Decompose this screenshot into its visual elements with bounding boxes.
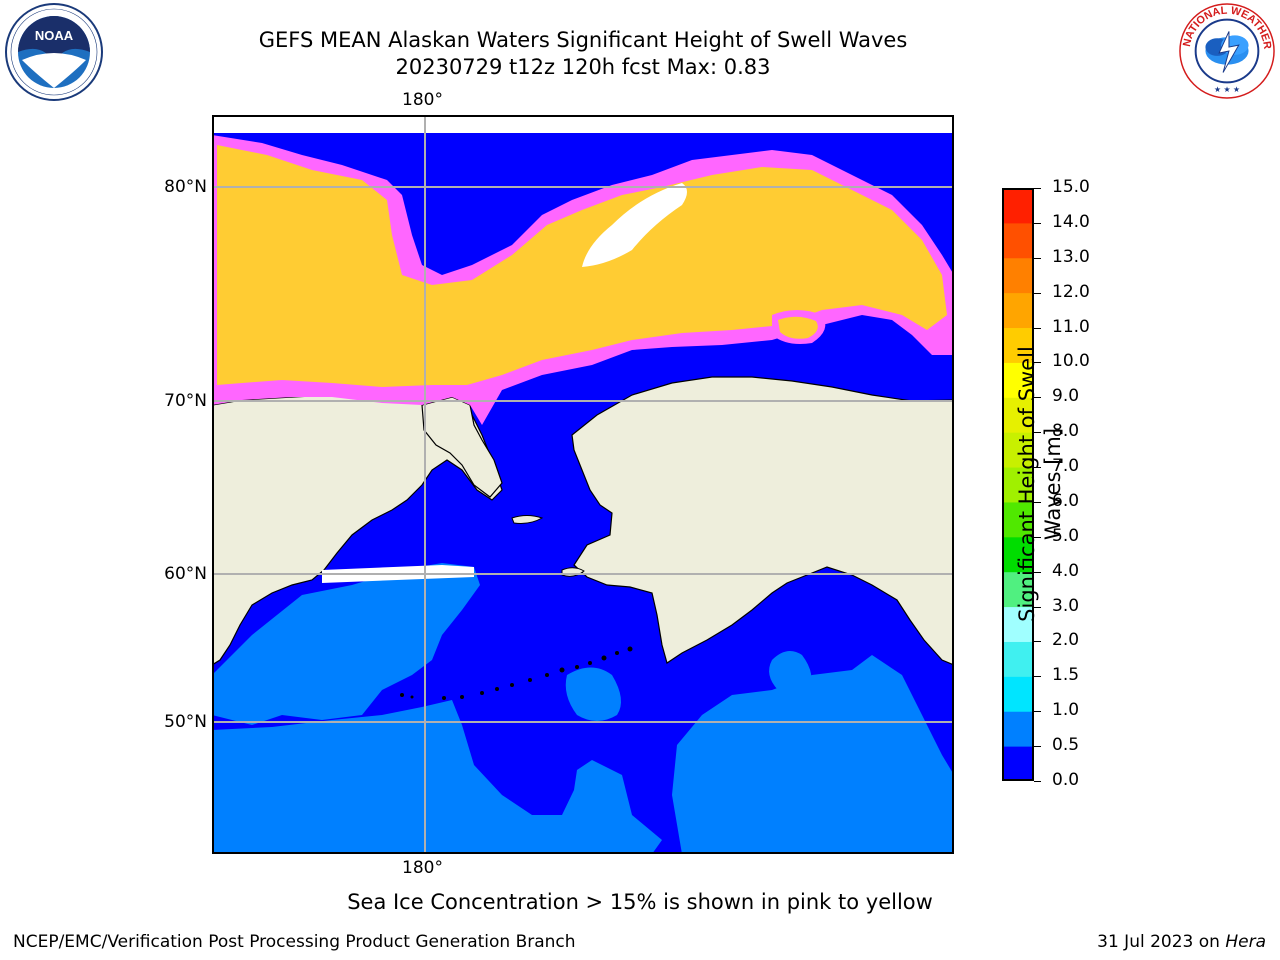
colorbar-tick-label: 4.0 <box>1052 560 1080 581</box>
colorbar-tick-label: 3.0 <box>1052 595 1080 616</box>
swell-patch-south-west <box>212 700 662 854</box>
swell-patch-west <box>212 563 480 725</box>
colorbar-tick-label: 13.0 <box>1052 246 1090 267</box>
colorbar-tick-label: 1.5 <box>1052 665 1080 686</box>
colorbar-tick-mark <box>1034 327 1041 329</box>
colorbar-tick-mark <box>1034 606 1041 608</box>
lat-label-70: 70°N <box>164 391 207 411</box>
colorbar-bin <box>1002 362 1034 398</box>
lat-label-80: 80°N <box>164 177 207 197</box>
footer-date: 31 Jul 2023 on <box>1097 932 1220 952</box>
colorbar-bin <box>1002 222 1034 259</box>
alaska-landmass <box>571 376 954 666</box>
colorbar-bin <box>1002 257 1034 294</box>
colorbar-bin <box>1002 606 1034 642</box>
colorbar-tick-label: 15.0 <box>1052 177 1090 197</box>
colorbar-bin <box>1002 467 1034 503</box>
colorbar-tick-mark <box>1034 188 1041 189</box>
colorbar-tick-label: 1.0 <box>1052 700 1080 721</box>
colorbar-tick-mark <box>1034 467 1041 469</box>
colorbar-tick-mark <box>1034 397 1041 399</box>
colorbar-tick-label: 5.0 <box>1052 525 1080 546</box>
st-lawrence-island <box>511 515 544 524</box>
colorbar-bin <box>1002 327 1034 363</box>
chart-subtitle: 20230729 t12z 120h fcst Max: 0.83 <box>395 55 771 79</box>
no-data-strip-top <box>212 115 954 133</box>
map-frame <box>212 115 954 854</box>
footer-timestamp: 31 Jul 2023 on Hera <box>1097 932 1266 952</box>
colorbar-tick-label: 2.0 <box>1052 630 1080 651</box>
colorbar-bin <box>1002 676 1034 712</box>
colorbar-bin <box>1002 641 1034 677</box>
colorbar-tick-mark <box>1034 641 1041 643</box>
colorbar-tick-mark <box>1034 781 1041 782</box>
colorbar-tick-label: 6.0 <box>1052 490 1080 511</box>
nws-logo: NATIONAL WEATHER SERVICE ★ ★ ★ <box>1178 2 1275 99</box>
colorbar-tick-label: 11.0 <box>1052 316 1090 337</box>
colorbar-bin <box>1002 397 1034 433</box>
colorbar-frame <box>1002 188 1034 781</box>
colorbar-tick-label: 9.0 <box>1052 386 1080 407</box>
colorbar-tick-mark <box>1034 746 1041 748</box>
sea-ice-note: Sea Ice Concentration > 15% is shown in … <box>347 890 933 914</box>
colorbar-tick-label: 7.0 <box>1052 456 1080 477</box>
colorbar-tick-mark <box>1034 571 1041 573</box>
lon-label-bottom: 180° <box>402 858 443 878</box>
colorbar-tick-label: 0.5 <box>1052 735 1080 756</box>
aleutian-islands <box>400 646 633 700</box>
colorbar-bin <box>1002 571 1034 608</box>
colorbar-tick-mark <box>1034 257 1041 259</box>
noaa-logo: NOAA <box>5 3 103 101</box>
lat-label-50: 50°N <box>164 712 207 732</box>
colorbar-tick-mark <box>1034 676 1041 678</box>
chukotka-peninsula <box>421 396 503 498</box>
svg-text:★ ★ ★: ★ ★ ★ <box>1214 85 1240 94</box>
sea-ice-yellow <box>217 145 947 387</box>
colorbar-tick-mark <box>1034 432 1041 434</box>
colorbar-tick-mark <box>1034 362 1041 364</box>
colorbar-tick-label: 12.0 <box>1052 281 1090 302</box>
colorbar-tick-mark <box>1034 711 1041 713</box>
colorbar-tick-label: 0.0 <box>1052 770 1080 790</box>
colorbar-tick-label: 8.0 <box>1052 421 1080 442</box>
footer-host: Hera <box>1225 932 1266 952</box>
footer-credit: NCEP/EMC/Verification Post Processing Pr… <box>13 932 576 952</box>
colorbar-tick-mark <box>1034 501 1041 503</box>
swell-patch-aleutian <box>565 667 621 721</box>
colorbar-tick-mark <box>1034 536 1041 538</box>
colorbar-bin <box>1002 746 1034 781</box>
lon-label-top: 180° <box>402 90 443 110</box>
colorbar-tick-label: 10.0 <box>1052 351 1090 372</box>
map-panel <box>212 115 954 854</box>
colorbar-tick-mark <box>1034 222 1041 224</box>
swell-patch-gulf <box>769 651 812 695</box>
colorbar-bin <box>1002 711 1034 747</box>
sea-ice-yellow-patch <box>778 316 818 339</box>
colorbar <box>1002 188 1034 781</box>
colorbar-bin <box>1002 188 1034 224</box>
colorbar-bin <box>1002 432 1034 468</box>
colorbar-tick-label: 14.0 <box>1052 211 1090 232</box>
colorbar-bin <box>1002 536 1034 573</box>
colorbar-title: Significant Height of Swell Waves [m] <box>1015 346 1065 622</box>
colorbar-bin <box>1002 292 1034 329</box>
noaa-logo-text: NOAA <box>35 28 74 43</box>
lat-label-60: 60°N <box>164 564 207 584</box>
swell-patch-southeast <box>672 655 954 854</box>
colorbar-bin <box>1002 501 1034 538</box>
colorbar-tick-mark <box>1034 292 1041 294</box>
graticule <box>212 115 954 854</box>
chart-title: GEFS MEAN Alaskan Waters Significant Hei… <box>258 28 908 52</box>
no-data-area-north <box>582 183 687 267</box>
